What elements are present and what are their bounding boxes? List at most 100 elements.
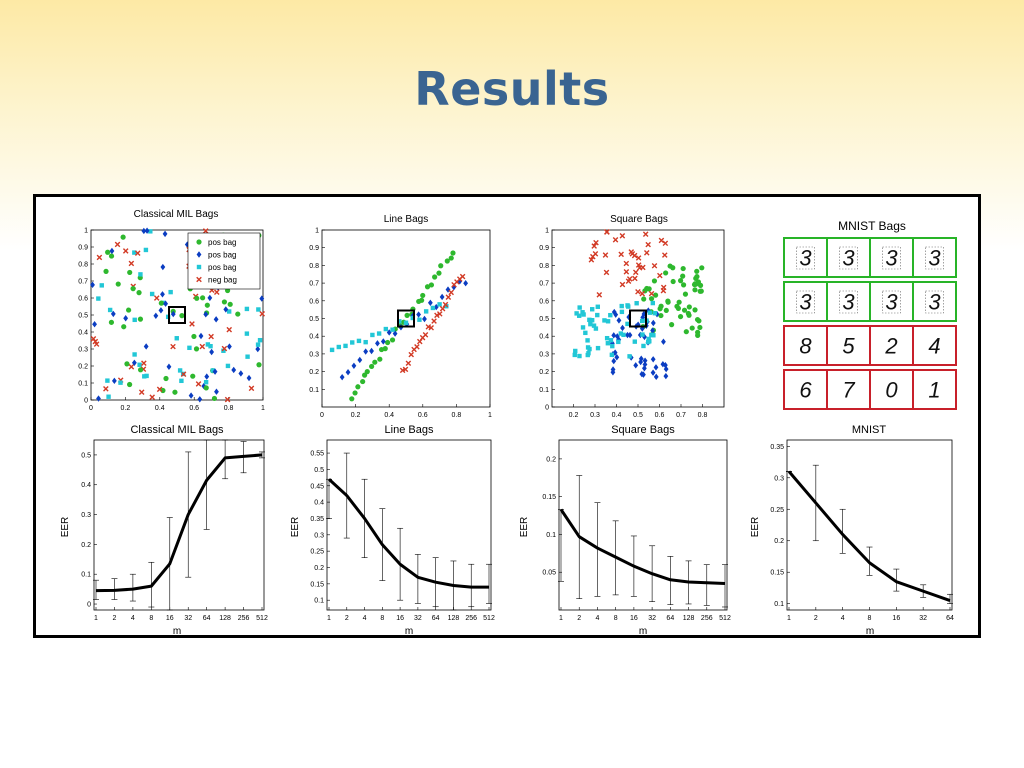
x-tick-label: 1 (488, 412, 492, 419)
x-tick-label: 16 (396, 615, 404, 622)
y-tick-label: 0.5 (314, 467, 324, 474)
data-point (619, 303, 624, 309)
data-point (160, 291, 165, 298)
data-point (660, 361, 666, 368)
data-point (197, 396, 203, 403)
data-point (680, 265, 686, 272)
x-tick-label: 16 (892, 615, 900, 622)
data-point (256, 362, 262, 368)
scatter-title: Square Bags (610, 214, 668, 225)
x-tick-label: 128 (219, 615, 231, 622)
y-tick-label: 0.6 (309, 298, 319, 305)
y-tick-label: 0.2 (774, 538, 784, 545)
x-tick-label: 256 (465, 615, 477, 622)
y-tick-label: 0.9 (78, 245, 88, 252)
data-point (121, 324, 127, 330)
data-point (172, 389, 178, 395)
data-point (226, 326, 233, 333)
y-tick-label: 0.8 (78, 262, 88, 269)
data-point (646, 336, 651, 342)
data-point (203, 379, 209, 385)
x-tick-label: 2 (345, 615, 349, 622)
data-point (696, 318, 702, 324)
data-point (697, 324, 703, 331)
y-tick-label: 0.9 (309, 245, 319, 252)
data-point (224, 396, 231, 403)
digit-image: 6 (799, 378, 812, 403)
data-point (127, 269, 133, 276)
x-tick-label: 1 (327, 615, 331, 622)
data-point (211, 395, 218, 402)
data-point (686, 304, 692, 310)
data-point (123, 315, 129, 322)
data-point (410, 315, 415, 321)
eer-series-line (95, 453, 263, 593)
data-point (202, 228, 209, 234)
data-point (179, 378, 184, 384)
data-point (580, 310, 585, 315)
digit-image: 3 (928, 290, 941, 315)
x-tick-label: 8 (149, 615, 153, 622)
y-tick-label: 0.1 (309, 387, 319, 394)
data-point (609, 352, 615, 358)
y-tick-label: 0.2 (309, 369, 319, 376)
data-point (635, 255, 642, 261)
eer-series-line (787, 470, 951, 602)
data-point (699, 265, 705, 271)
data-point (642, 357, 648, 364)
data-point (657, 272, 663, 279)
data-point (132, 250, 137, 255)
x-tick-label: 0.2 (121, 405, 131, 412)
data-point (585, 345, 591, 350)
data-point (572, 352, 577, 358)
data-point (213, 316, 219, 323)
data-point (363, 348, 369, 355)
data-point (248, 385, 255, 392)
y-tick-label: 0.05 (542, 570, 556, 577)
data-point (375, 340, 380, 347)
data-point (360, 378, 366, 385)
data-point (96, 296, 101, 301)
data-point (144, 373, 149, 379)
data-point (660, 287, 667, 294)
data-point (405, 360, 412, 367)
data-point (238, 370, 244, 377)
data-point (604, 229, 610, 235)
data-point (376, 331, 382, 336)
x-tick-label: 0.5 (633, 412, 643, 419)
data-point (214, 388, 219, 395)
x-tick-label: 0.6 (655, 412, 665, 419)
y-tick-label: 0.4 (539, 334, 549, 341)
data-point (137, 316, 144, 322)
data-point (633, 362, 639, 369)
data-point (160, 263, 166, 271)
data-point (437, 302, 442, 307)
data-point (194, 295, 200, 301)
data-point (115, 281, 121, 287)
data-point (665, 298, 671, 304)
instance-box (629, 309, 647, 328)
data-point (158, 307, 164, 314)
y-tick-label: 0.6 (539, 298, 549, 305)
data-point (369, 363, 375, 370)
digit-image: 3 (885, 246, 898, 271)
data-point (610, 369, 616, 376)
y-tick-label: 0.7 (309, 281, 319, 288)
data-point (651, 278, 658, 284)
data-point (614, 333, 620, 340)
data-point (225, 363, 231, 369)
results-figure: Classical MIL Bags 0 0.2 0.4 0.6 0.8 100.10.2… (60, 209, 957, 635)
chart-ylabel: EER (290, 517, 301, 538)
data-point (149, 291, 155, 297)
data-point (256, 307, 261, 312)
x-tick-label: 1 (787, 615, 791, 622)
data-point (231, 366, 237, 374)
x-tick-label: 8 (380, 615, 384, 622)
data-point (191, 333, 197, 340)
x-tick-label: 32 (919, 615, 927, 622)
data-point (196, 276, 202, 283)
x-tick-label: 4 (595, 615, 599, 622)
data-point (431, 318, 437, 324)
data-point (618, 251, 624, 258)
x-tick-label: 0.6 (418, 412, 428, 419)
